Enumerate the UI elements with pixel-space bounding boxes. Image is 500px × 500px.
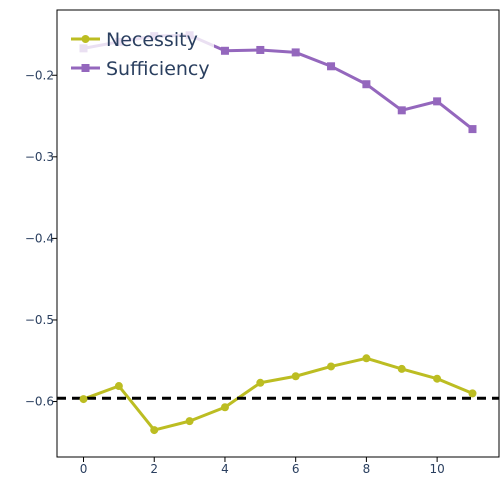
legend-label-necessity: Necessity [106, 29, 198, 51]
x-tick-label-0: 0 [80, 462, 88, 476]
data-point-necessity-10 [433, 374, 442, 383]
x-tick-label-4: 8 [363, 462, 371, 476]
data-point-sufficiency-4 [220, 46, 229, 55]
y-tick-label-2: −0.4 [25, 231, 54, 245]
legend-label-sufficiency: Sufficiency [106, 58, 210, 80]
legend-marker-sufficiency [81, 64, 90, 72]
x-tick-label-3: 6 [292, 462, 300, 476]
plot-frame [56, 9, 500, 458]
data-point-necessity-6 [291, 372, 300, 381]
data-point-sufficiency-5 [256, 45, 265, 54]
x-tick-label-2: 4 [221, 462, 229, 476]
legend: Necessity Sufficiency [71, 29, 210, 80]
data-point-sufficiency-10 [433, 97, 442, 106]
series-line-necessity [82, 356, 474, 432]
data-point-necessity-1 [114, 382, 123, 391]
data-point-necessity-5 [256, 378, 265, 387]
data-point-necessity-7 [327, 362, 336, 371]
axis-ticks: 0 2 4 6 8 10 −0.6 −0.5 −0.4 −0.3 −0.2 [25, 68, 445, 476]
legend-marker-necessity [81, 35, 90, 43]
data-point-necessity-11 [468, 389, 477, 398]
y-tick-label-1: −0.5 [25, 313, 54, 327]
data-point-sufficiency-6 [291, 48, 300, 57]
data-point-sufficiency-7 [327, 62, 336, 71]
legend-background [64, 27, 214, 83]
data-point-sufficiency-11 [468, 125, 477, 134]
data-point-necessity-0 [79, 395, 88, 404]
data-point-necessity-4 [220, 403, 229, 412]
data-point-necessity-2 [150, 426, 159, 435]
y-tick-label-3: −0.3 [25, 150, 54, 164]
data-point-necessity-3 [185, 417, 194, 426]
data-point-sufficiency-9 [397, 106, 406, 115]
data-point-sufficiency-8 [362, 80, 371, 89]
data-point-necessity-9 [397, 364, 406, 373]
x-tick-label-5: 10 [429, 462, 444, 476]
y-tick-label-0: −0.6 [25, 395, 54, 409]
y-tick-label-4: −0.2 [25, 68, 54, 82]
data-point-necessity-8 [362, 354, 371, 363]
x-tick-label-1: 2 [150, 462, 158, 476]
